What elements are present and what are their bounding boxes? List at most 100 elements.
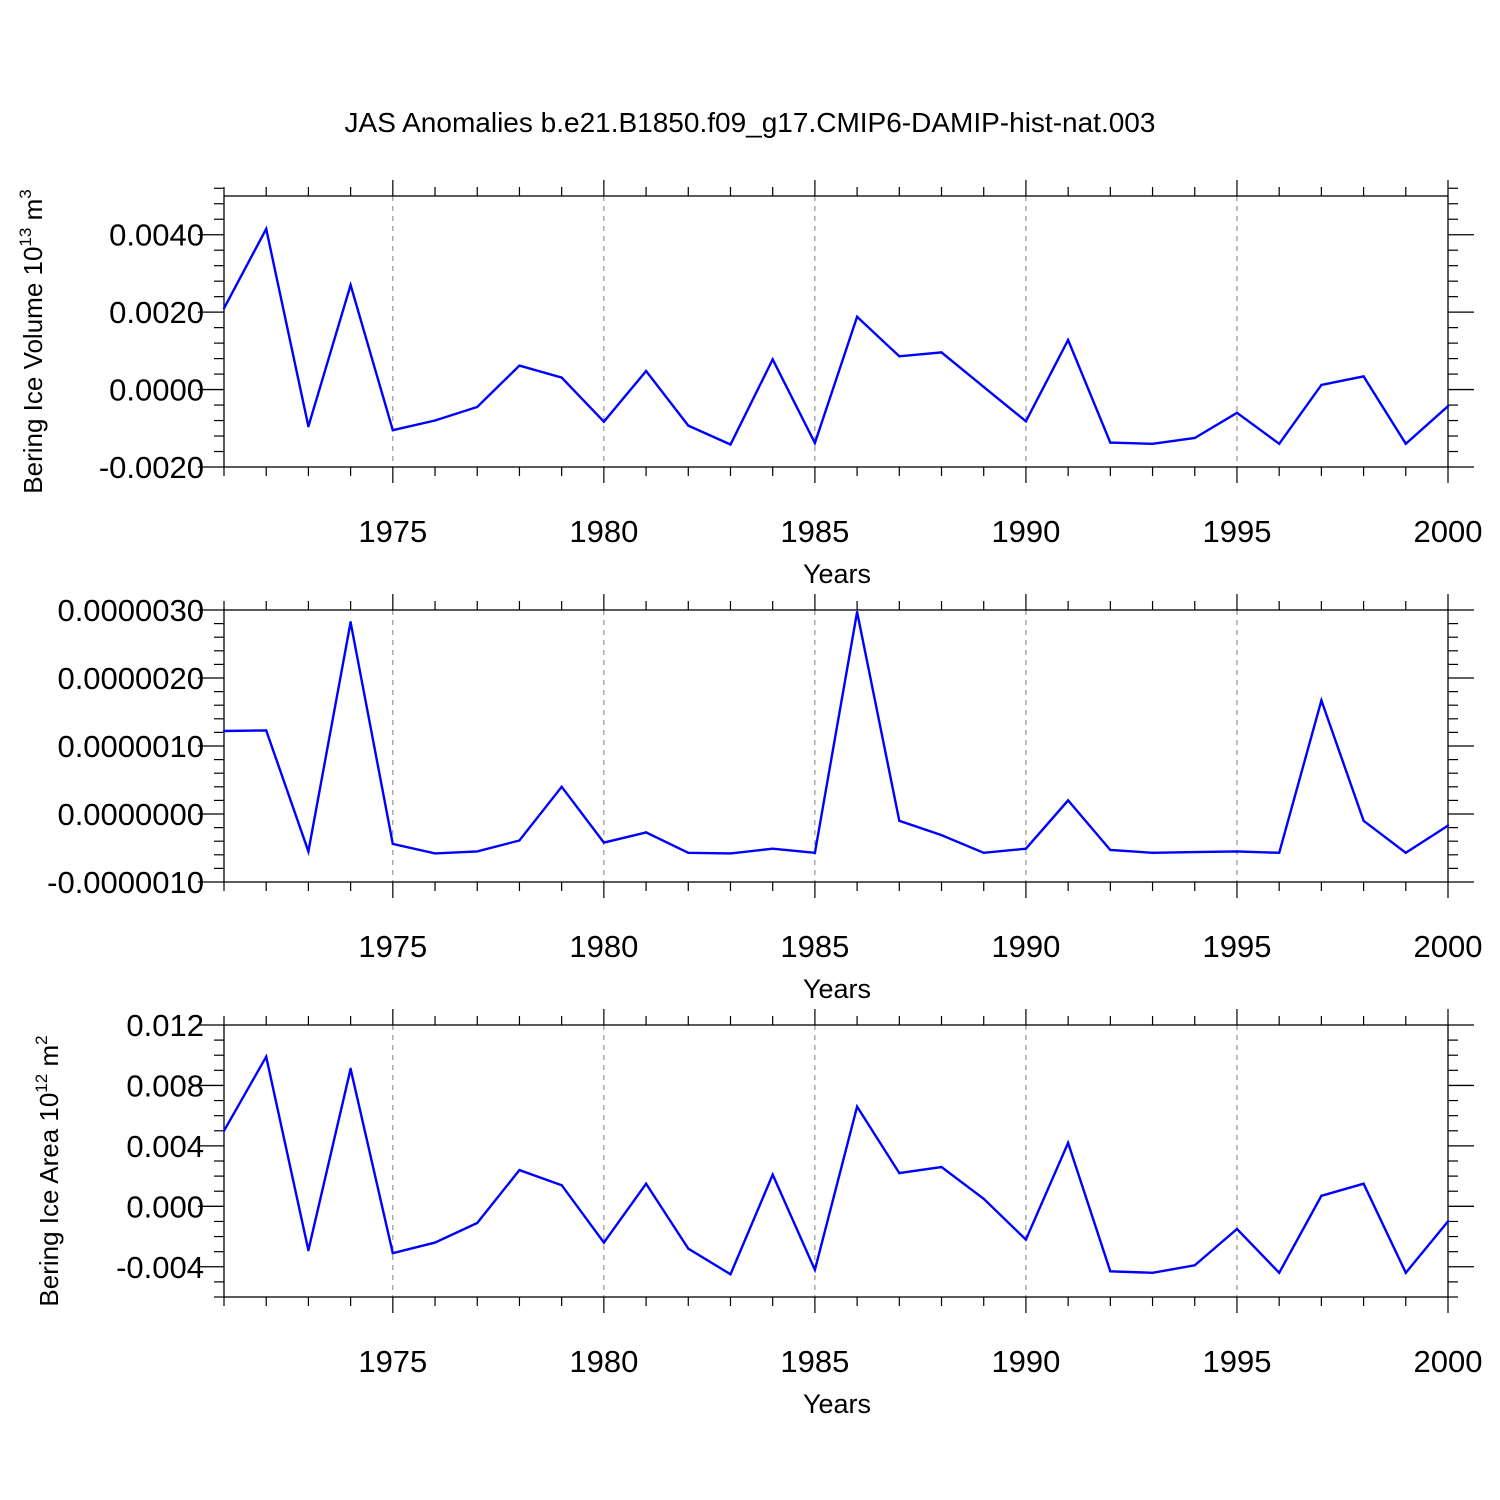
data-point: [855, 1105, 859, 1108]
data-point: [813, 441, 817, 445]
data-point: [982, 1197, 985, 1200]
x-tick-label: 1990: [991, 1344, 1060, 1379]
data-point: [560, 1183, 563, 1187]
data-point: [982, 385, 985, 389]
y-tick-label: 0.0000010: [57, 729, 204, 764]
data-point: [687, 851, 690, 854]
y-tick-label: 0.012: [126, 1008, 204, 1043]
data-point: [349, 283, 352, 287]
data-point: [391, 1251, 395, 1255]
data-point: [1404, 442, 1407, 445]
x-tick-label: 1980: [569, 514, 638, 549]
data-point: [1066, 1141, 1070, 1145]
x-tick-label: 1995: [1202, 514, 1271, 549]
data-point: [1404, 1271, 1407, 1275]
data-point: [1024, 1238, 1028, 1241]
data-point: [433, 852, 437, 855]
data-point: [1277, 442, 1281, 445]
y-tick-label: 0.0000030: [57, 593, 204, 628]
data-point: [1151, 442, 1154, 445]
data-point: [265, 1055, 268, 1058]
data-point: [940, 833, 943, 837]
data-point: [1109, 441, 1112, 444]
data-point: [898, 355, 901, 358]
x-axis-label: Years: [803, 974, 871, 1004]
data-point: [222, 307, 226, 310]
data-point: [518, 364, 521, 367]
y-tick-label: -0.0000010: [47, 865, 204, 900]
data-point: [1320, 699, 1323, 702]
data-point: [898, 819, 901, 822]
data-point: [687, 1247, 690, 1250]
x-tick-label: 1985: [780, 514, 849, 549]
data-point: [1235, 1227, 1239, 1231]
data-point: [476, 850, 479, 853]
x-tick-label: 1995: [1202, 1344, 1271, 1379]
y-axis-label: Bering Ice Volume 1013 m3: [16, 189, 48, 493]
data-point: [729, 1273, 732, 1276]
data-point: [940, 351, 943, 354]
y-tick-label: 0.0000: [109, 373, 204, 408]
y-tick-label: 0.0000020: [57, 661, 204, 696]
data-point: [518, 1168, 521, 1172]
x-tick-label: 1975: [358, 929, 427, 964]
data-point: [265, 729, 268, 732]
data-point: [1109, 848, 1112, 852]
data-point: [855, 610, 859, 614]
data-point: [1024, 420, 1028, 423]
data-point: [855, 315, 859, 318]
x-tick-label: 1995: [1202, 929, 1271, 964]
data-point: [1235, 850, 1239, 853]
data-point: [433, 1241, 437, 1244]
data-point: [1235, 411, 1239, 414]
data-point: [1277, 851, 1281, 854]
data-point: [391, 842, 395, 846]
data-point: [813, 851, 817, 854]
y-tick-label: -0.004: [116, 1250, 204, 1285]
data-point: [602, 420, 606, 423]
data-point: [1193, 1264, 1196, 1267]
data-point: [518, 839, 521, 842]
data-point: [644, 831, 648, 834]
plot-panels: -0.0020 0.0000 0.0020 0.0040 1975 1980 1985 199…: [16, 180, 1482, 1419]
y-tick-label: 0.0000000: [57, 797, 204, 832]
data-point: [644, 369, 648, 373]
data-point: [307, 850, 310, 853]
data-point: [391, 429, 395, 432]
data-point: [982, 851, 985, 854]
x-tick-label: 2000: [1414, 514, 1483, 549]
data-point: [349, 621, 352, 624]
data-point: [1362, 1182, 1365, 1185]
data-point: [433, 419, 437, 422]
x-tick-label: 2000: [1414, 1344, 1483, 1379]
data-point: [1446, 1220, 1450, 1223]
data-point: [813, 1268, 817, 1272]
x-axis-label: Years: [803, 559, 871, 589]
plot-frame: [223, 195, 1449, 468]
y-tick-label: 0.0040: [109, 218, 204, 253]
data-point: [307, 425, 310, 428]
y-tick-label: 0.0020: [109, 295, 204, 330]
data-point: [729, 443, 732, 446]
y-axis-label: Bering Ice Area 1012 m2: [32, 1035, 64, 1306]
data-point: [1193, 436, 1196, 440]
series-line-area: [222, 1053, 1449, 1277]
x-tick-label: 1990: [991, 929, 1060, 964]
data-point: [349, 1067, 352, 1071]
x-tick-label: 1985: [780, 1344, 849, 1379]
data-point: [602, 1241, 606, 1244]
x-tick-label: 1975: [358, 514, 427, 549]
data-point: [1446, 824, 1450, 827]
data-point: [687, 424, 690, 427]
panel-area: -0.004 0.000 0.004 0.008 0.012 1975 1980 1985 19…: [32, 1008, 1482, 1419]
data-point: [771, 847, 774, 850]
series-line-volume: [222, 225, 1449, 447]
series-line-thickness: [223, 611, 1449, 857]
data-point: [1024, 847, 1028, 850]
data-point: [560, 376, 563, 379]
x-tick-label: 2000: [1414, 929, 1483, 964]
data-point: [644, 1182, 648, 1185]
data-point: [1362, 819, 1365, 822]
